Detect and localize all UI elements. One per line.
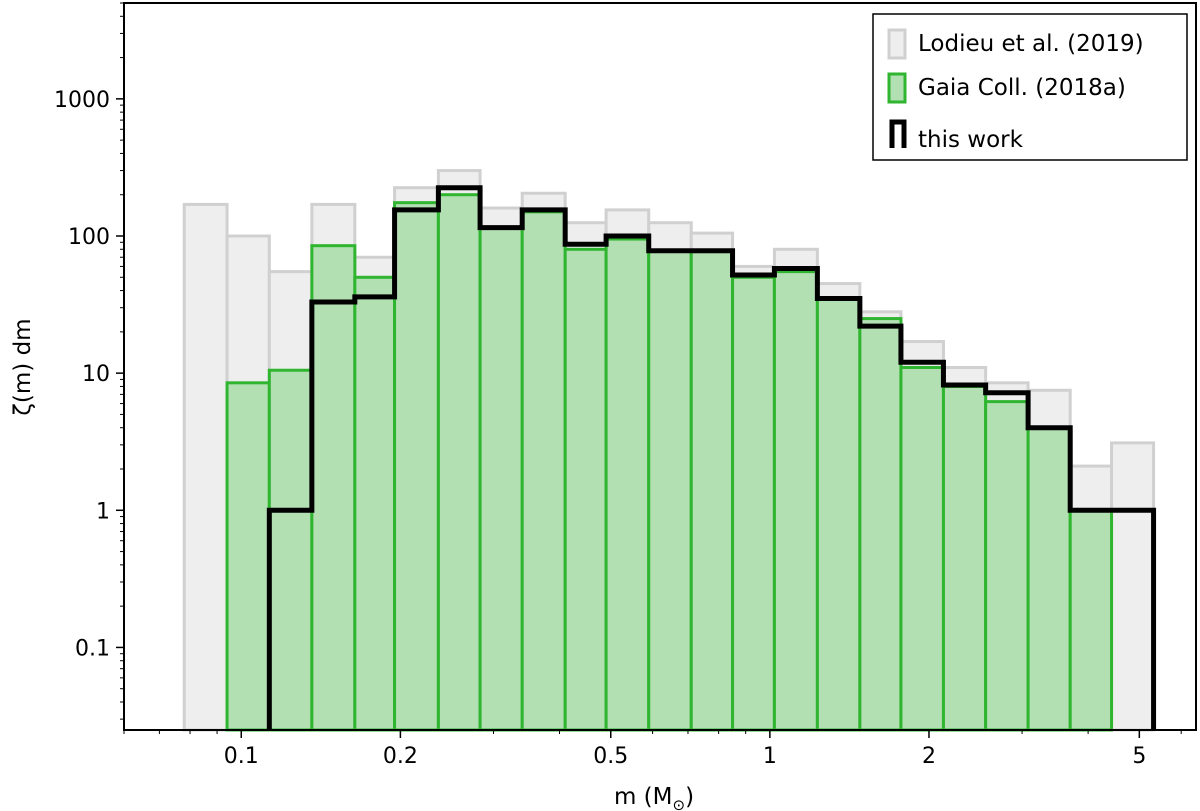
gaia-bar [267, 368, 314, 732]
y-tick-label: 1 [96, 499, 110, 524]
y-tick-label: 0.1 [75, 636, 110, 661]
gaia-bar [899, 365, 945, 732]
y-axis-label: ζ(m) dm [10, 318, 36, 415]
gaia-bar [225, 381, 271, 732]
x-tick-label: 0.1 [224, 744, 259, 769]
gaia-bar [858, 317, 903, 732]
x-tick-label: 1 [763, 744, 777, 769]
legend-swatch-lodieu [887, 28, 907, 60]
x-tick-label: 0.2 [383, 744, 418, 769]
gaia-bar [984, 400, 1030, 732]
legend-label-this-work: this work [918, 127, 1024, 153]
gaia-bar [520, 210, 567, 732]
gaia-bar [478, 226, 524, 732]
gaia-bar [436, 193, 482, 732]
legend-label-gaia: Gaia Coll. (2018a) [918, 75, 1126, 101]
gaia-bar [772, 270, 819, 732]
gaia-bar [941, 384, 988, 732]
x-tick-label: 5 [1132, 744, 1146, 769]
gaia-bar [689, 250, 735, 732]
gaia-bar [815, 297, 862, 732]
gaia-bar [353, 275, 397, 732]
gaia-bar [604, 237, 651, 732]
legend-swatch-gaia [887, 72, 907, 104]
gaia-bar [647, 249, 693, 732]
x-axis-label: m (M⊙) [614, 784, 694, 811]
legend-label-lodieu: Lodieu et al. (2019) [918, 31, 1144, 57]
y-tick-label: 1000 [54, 88, 110, 113]
x-tick-label: 0.5 [593, 744, 628, 769]
y-tick-label: 100 [68, 225, 110, 250]
gaia-bar [310, 244, 357, 732]
gaia-series [225, 193, 1114, 732]
y-tick-label: 10 [82, 362, 110, 387]
legend: Lodieu et al. (2019) Gaia Coll. (2018a) … [872, 13, 1188, 161]
lodieu-bar [182, 202, 229, 732]
gaia-bar [563, 247, 608, 732]
legend-box [872, 13, 1188, 161]
gaia-bar [393, 201, 440, 732]
gaia-bar [1068, 508, 1114, 732]
gaia-bar [731, 275, 776, 732]
legend-swatch-this-work [889, 119, 907, 148]
plot-frame [123, 2, 1197, 731]
this-work-step-line [266, 185, 1157, 730]
gaia-bar [1026, 426, 1072, 732]
x-tick-label: 2 [922, 744, 936, 769]
lodieu-bar [1110, 441, 1156, 732]
